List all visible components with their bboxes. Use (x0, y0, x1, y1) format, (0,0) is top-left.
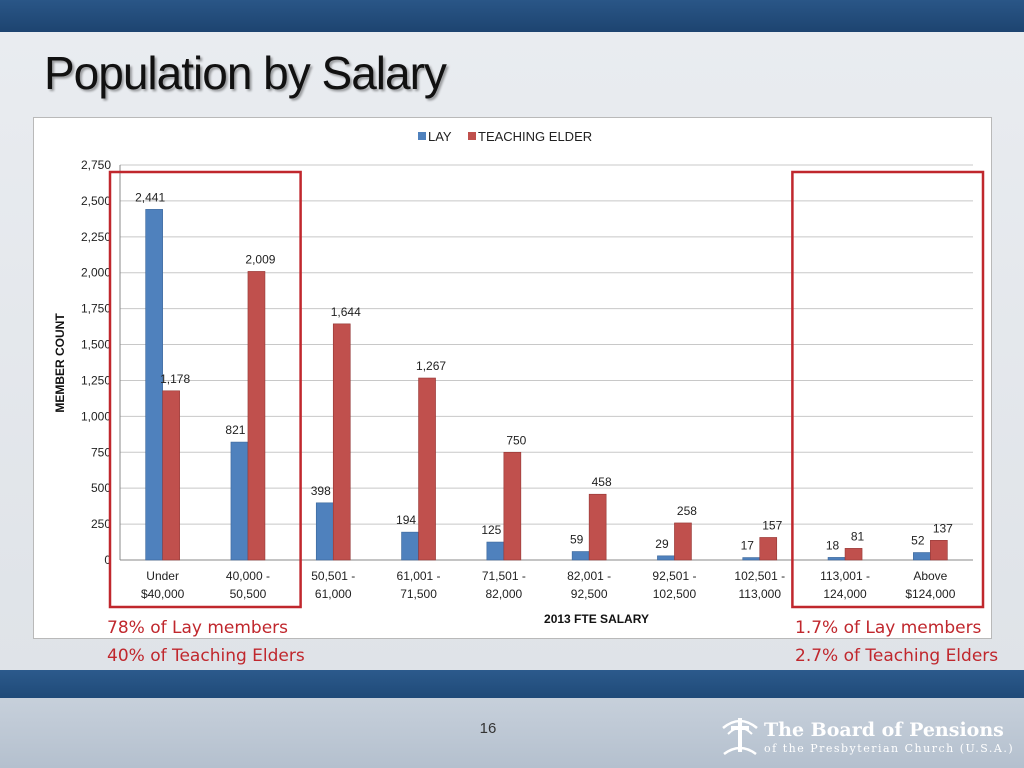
highlight-box (108, 170, 302, 609)
note-line: 2.7% of Teaching Elders (795, 646, 999, 666)
x-tick-label: 92,500 (571, 587, 608, 601)
x-tick-label: 50,500 (230, 587, 267, 601)
data-label: 137 (933, 521, 953, 535)
data-label: 1,178 (160, 372, 190, 386)
salary-bar-chart: 0 250 500 750 1,000 1,250 1,500 1,750 2,000 2,250… (53, 129, 985, 626)
slide-title: Population by Salary (44, 47, 447, 99)
church-cross-icon (722, 718, 758, 756)
x-tick-label: 71,501 - (482, 569, 526, 583)
bar (332, 323, 351, 561)
x-tick-label: 82,001 - (567, 569, 611, 583)
logo-name: The Board of Pensions (764, 719, 1004, 741)
x-axis-title: 2013 FTE SALARY (544, 612, 649, 626)
data-label: 59 (570, 533, 584, 547)
x-tick-label: 102,501 - (734, 569, 785, 583)
data-label: 18 (826, 538, 840, 552)
y-tick-label: 2,750 (81, 158, 111, 172)
data-label: 17 (741, 539, 755, 553)
x-tick-label: 61,001 - (397, 569, 441, 583)
bar (588, 493, 607, 561)
bar (827, 557, 846, 561)
x-tick-label: 113,000 (739, 587, 782, 601)
bar (247, 271, 266, 561)
x-tick-label: 40,000 - (226, 569, 270, 583)
x-tick-label: 82,000 (485, 587, 522, 601)
bar (930, 540, 948, 561)
bar (913, 552, 931, 561)
x-tick-label: Above (913, 569, 947, 583)
y-tick-label: 2,250 (81, 230, 111, 244)
legend-label: TEACHING ELDER (478, 129, 592, 144)
x-tick-label: 50,501 - (311, 569, 355, 583)
highlight-box (791, 170, 985, 609)
bar (674, 522, 692, 561)
top-banner (0, 0, 1024, 32)
x-tick-label: 71,500 (400, 587, 437, 601)
data-label: 52 (911, 534, 925, 548)
x-tick-label: $40,000 (141, 587, 185, 601)
page-number: 16 (479, 720, 497, 737)
data-label: 125 (481, 523, 501, 537)
footer (0, 698, 1024, 768)
y-tick-label: 1,000 (81, 409, 111, 423)
y-tick-label: 250 (91, 517, 111, 531)
y-tick-label: 0 (104, 553, 111, 567)
y-tick-label: 750 (91, 445, 111, 459)
y-tick-label: 1,500 (81, 338, 111, 352)
legend-swatch (418, 132, 426, 140)
data-label: 1,644 (331, 305, 361, 319)
y-axis-title: MEMBER COUNT (53, 313, 67, 413)
x-tick-label: 124,000 (823, 587, 867, 601)
data-label: 750 (506, 433, 526, 447)
data-label: 258 (677, 504, 697, 518)
bottom-banner (0, 670, 1024, 698)
bar (486, 541, 505, 561)
data-label: 2,009 (245, 252, 275, 266)
bar (230, 441, 249, 561)
y-tick-label: 2,500 (81, 194, 111, 208)
y-tick-label: 500 (91, 481, 111, 495)
bar (401, 531, 419, 561)
x-tick-label: 92,501 - (652, 569, 696, 583)
logo-subtitle: of the Presbyterian Church (U.S.A.) (764, 742, 1015, 755)
bar (844, 548, 863, 561)
bar (759, 537, 778, 561)
data-label: 398 (311, 484, 331, 498)
data-label: 821 (225, 423, 245, 437)
data-label: 194 (396, 513, 416, 527)
legend-swatch (468, 132, 476, 140)
data-label: 81 (851, 529, 865, 543)
data-label: 2,441 (135, 190, 165, 204)
bar (162, 390, 180, 561)
y-tick-label: 2,000 (81, 266, 111, 280)
note-line: 78% of Lay members (107, 618, 289, 638)
bar (418, 377, 436, 561)
data-label: 157 (762, 518, 782, 532)
data-label: 29 (655, 537, 669, 551)
note-lower-salary: 78% of Lay members 40% of Teaching Elder… (107, 614, 305, 670)
bar (145, 209, 163, 561)
y-tick-label: 1,750 (81, 302, 111, 316)
legend-label: LAY (428, 129, 452, 144)
x-tick-label: $124,000 (905, 587, 955, 601)
data-label: 1,267 (416, 359, 446, 373)
bar (315, 502, 334, 561)
bar (571, 551, 590, 561)
note-line: 40% of Teaching Elders (107, 646, 305, 666)
x-tick-label: 61,000 (315, 587, 352, 601)
bar (503, 451, 522, 561)
note-higher-salary: 1.7% of Lay members 2.7% of Teaching Eld… (795, 614, 998, 670)
x-tick-label: Under (146, 569, 179, 583)
x-tick-label: 102,500 (653, 587, 697, 601)
y-tick-label: 1,250 (81, 373, 111, 387)
bar (742, 557, 761, 561)
x-tick-label: 113,001 - (820, 569, 870, 583)
note-line: 1.7% of Lay members (795, 618, 982, 638)
data-label: 458 (592, 475, 612, 489)
bar (657, 555, 675, 561)
logo-wordmark: The Board of Pensions of the Presbyteria… (764, 719, 1014, 757)
